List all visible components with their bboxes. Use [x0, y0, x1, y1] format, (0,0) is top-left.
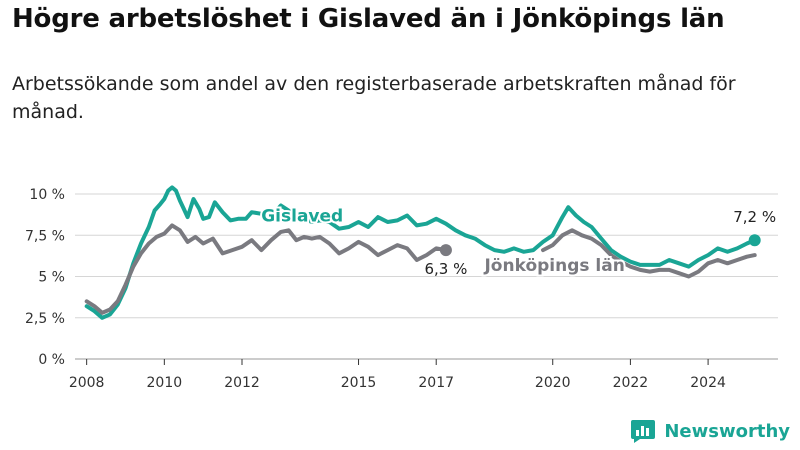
x-tick-label: 2010: [147, 375, 183, 391]
y-tick-label: 10 %: [29, 187, 65, 203]
series-line-lan: [84, 223, 448, 315]
y-tick-label: 7,5 %: [25, 228, 65, 244]
y-tick-label: 0 %: [38, 352, 65, 368]
x-tick-label: 2015: [341, 375, 377, 391]
brand-name: Newsworthy: [664, 420, 790, 442]
end-value-label-gislaved: 7,2 %: [733, 208, 776, 226]
series-label-lan: Jönköpings län: [483, 256, 624, 276]
label-layer: 7,2 % 6,3 % Gislaved Jönköpings län: [259, 204, 776, 278]
end-value-label-lan: 6,3 %: [424, 260, 467, 278]
brand-logo: Newsworthy: [630, 418, 790, 444]
grid-layer: [75, 193, 778, 360]
x-tick-label: 2017: [418, 375, 454, 391]
series-label-gislaved: Gislaved: [261, 206, 343, 226]
series-line-lan: [541, 228, 757, 279]
y-tick-label: 5 %: [38, 270, 65, 286]
x-tick-label: 2008: [69, 375, 105, 391]
series-line-gislaved: [84, 185, 757, 320]
x-tick-label: 2024: [690, 375, 726, 391]
end-point-lan: [439, 244, 452, 257]
y-tick-label: 2,5 %: [25, 311, 65, 327]
x-tick-label: 2022: [613, 375, 649, 391]
chart-subtitle: Arbetssökande som andel av den registerb…: [12, 73, 736, 123]
series-layer: [84, 185, 761, 320]
newsworthy-logo-icon: [631, 420, 656, 443]
chart-title: Högre arbetslöshet i Gislaved än i Jönkö…: [12, 4, 725, 34]
x-tick-label: 2012: [224, 375, 260, 391]
end-point-gislaved: [748, 234, 761, 247]
x-tick-label: 2020: [535, 375, 571, 391]
axis-layer: 0 % 2,5 % 5 % 7,5 % 10 % 2008 2010 2012 2015 2017…: [25, 187, 726, 391]
